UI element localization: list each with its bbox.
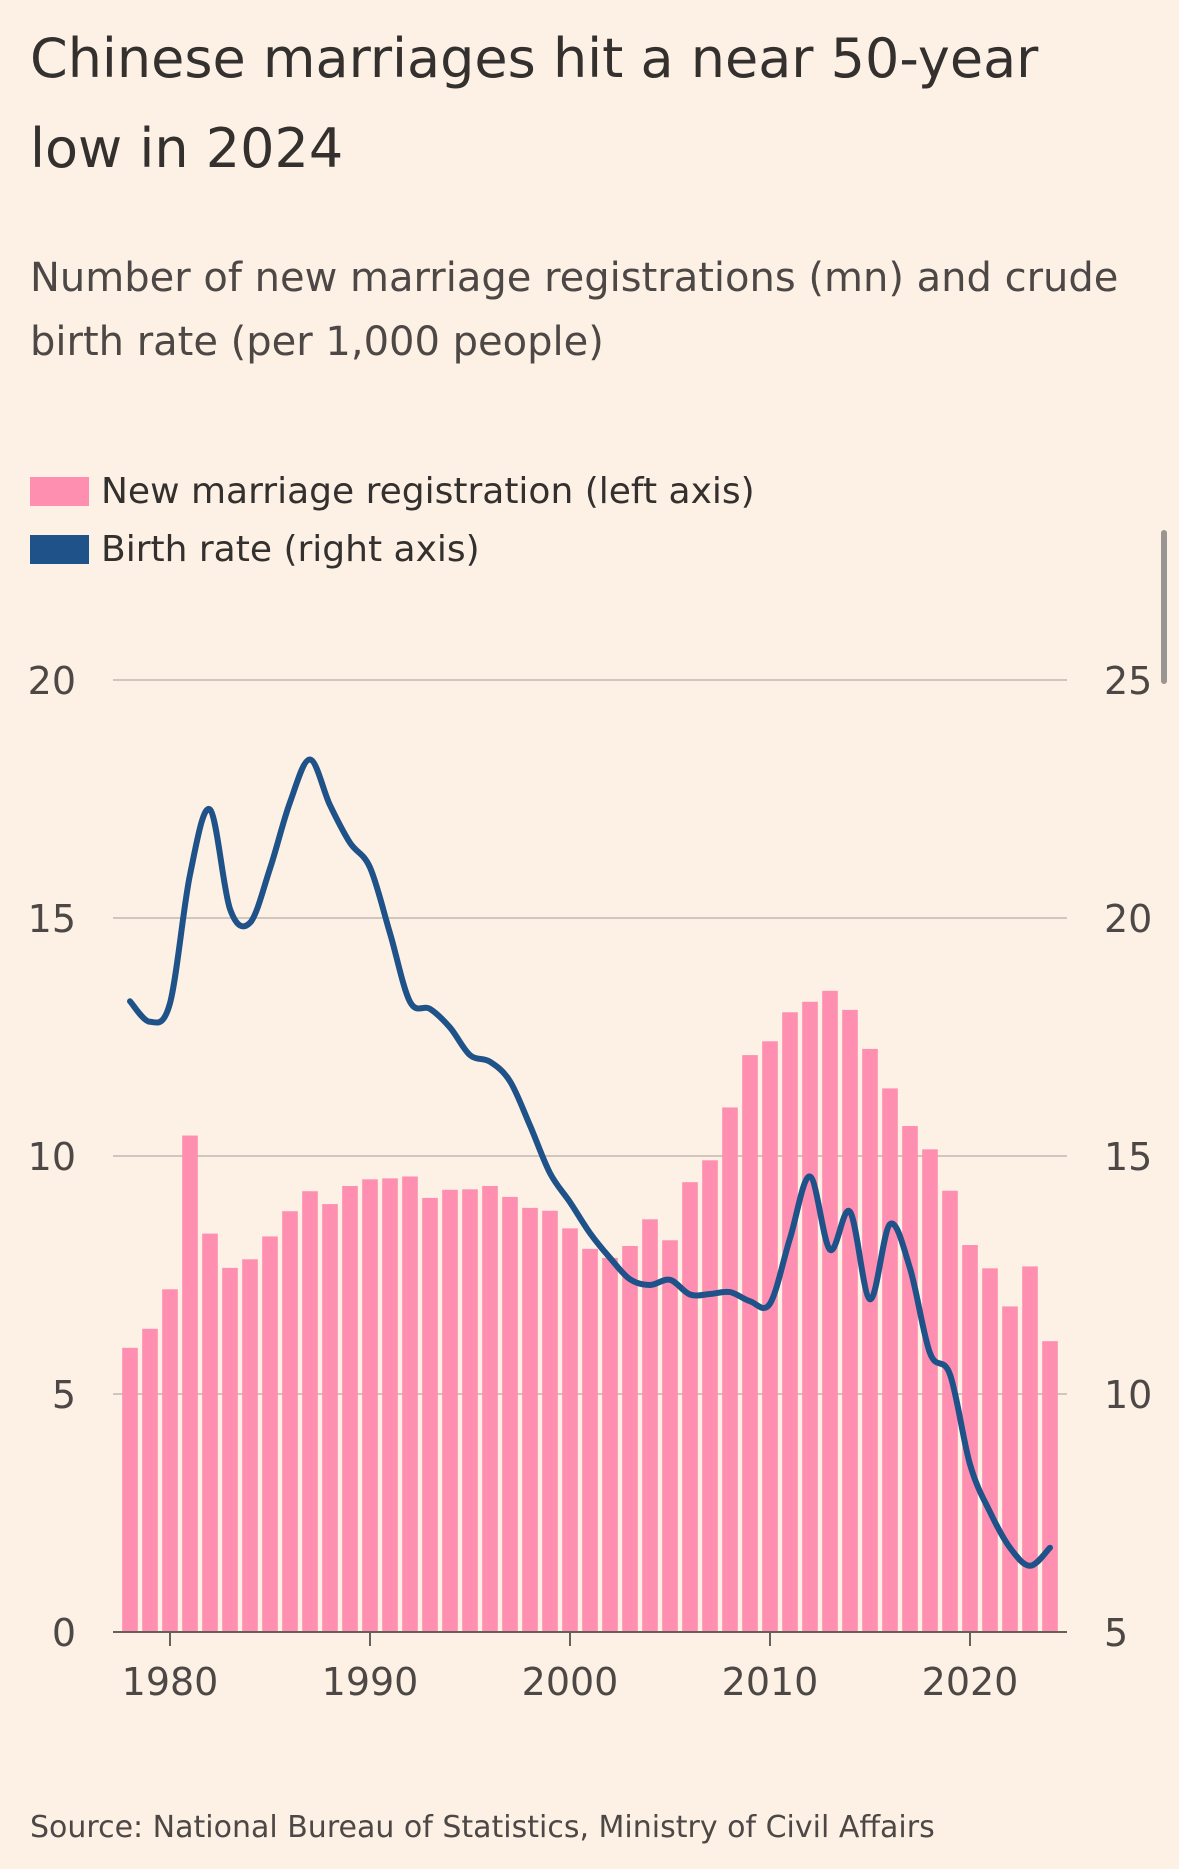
bar [282,1211,298,1632]
bar [702,1160,718,1632]
bar [422,1197,438,1632]
bar [122,1347,138,1632]
bar [482,1185,498,1632]
bar [1022,1266,1038,1632]
bar [162,1289,178,1632]
bar [242,1259,258,1632]
bar [662,1240,678,1632]
bar [682,1182,698,1632]
bar [522,1207,538,1632]
bar [882,1088,898,1632]
x-axis-tick-label: 1990 [322,1660,419,1704]
legend-item-marriages: New marriage registration (left axis) [30,462,755,520]
bar [982,1268,998,1632]
left-axis-tick-label: 20 [28,659,76,703]
chart-title: Chinese marriages hit a near 50-year low… [30,27,1039,180]
bar [802,1001,818,1632]
bar [822,990,838,1632]
legend-item-birth-rate: Birth rate (right axis) [30,520,755,578]
bar [262,1236,278,1632]
bar [502,1196,518,1632]
right-axis-tick-label: 20 [1104,897,1152,941]
bar [842,1009,858,1632]
bar [322,1204,338,1632]
right-axis-tick-label: 25 [1104,659,1152,703]
legend-swatch-birth-rate [30,534,89,564]
x-axis-tick-label: 1980 [122,1660,219,1704]
bar [1002,1306,1018,1632]
x-axis-tick-label: 2010 [722,1660,819,1704]
bar [202,1233,218,1632]
right-axis-tick-label: 10 [1104,1373,1152,1417]
right-axis-tick-label: 5 [1104,1611,1128,1655]
bar [782,1012,798,1632]
right-axis-tick-label: 15 [1104,1135,1152,1179]
bar [922,1149,938,1632]
birth-rate-line [127,756,1053,1569]
bar [182,1135,198,1632]
legend-swatch-marriages [30,476,89,506]
chart-svg: 0 5 10 15 20 5 10 15 20 25 1980 1990 2000 2010 2020 [28,659,1153,1704]
bar [602,1257,618,1632]
bar [542,1210,558,1632]
chart-subtitle: Number of new marriage registrations (mn… [30,255,1119,365]
bar [742,1055,758,1632]
legend: New marriage registration (left axis) Bi… [30,462,755,578]
bar [142,1328,158,1632]
bar [962,1245,978,1632]
x-axis-tick-label: 2000 [522,1660,619,1704]
bar [582,1248,598,1632]
left-axis-tick-label: 10 [28,1135,76,1179]
legend-label-marriages: New marriage registration (left axis) [101,470,755,512]
bar [862,1048,878,1632]
bar [642,1219,658,1632]
bar [402,1176,418,1632]
bar [362,1179,378,1632]
bar [342,1185,358,1632]
bar [382,1178,398,1632]
left-axis-tick-label: 5 [52,1373,76,1417]
bar [762,1041,778,1632]
bar [302,1191,318,1632]
left-axis-tick-label: 15 [28,897,76,941]
bar [462,1189,478,1632]
left-axis-tick-label: 0 [52,1611,76,1655]
bar [222,1267,238,1632]
bar [722,1107,738,1632]
source-note: Source: National Bureau of Statistics, M… [30,1810,935,1845]
bar [442,1189,458,1632]
legend-label-birth-rate: Birth rate (right axis) [101,528,480,570]
bar [902,1126,918,1632]
bar [622,1245,638,1632]
bar [1042,1341,1058,1632]
bar [562,1228,578,1632]
bar [942,1190,958,1632]
scrollbar-thumb[interactable] [1161,530,1167,684]
x-axis-tick-label: 2020 [922,1660,1019,1704]
